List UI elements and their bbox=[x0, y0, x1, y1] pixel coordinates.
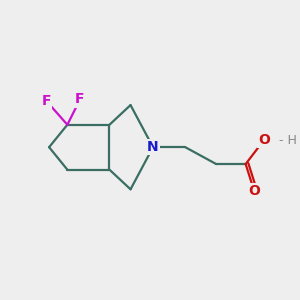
Text: O: O bbox=[258, 133, 270, 147]
Text: F: F bbox=[41, 94, 51, 108]
Text: - H: - H bbox=[279, 134, 297, 147]
Text: O: O bbox=[248, 184, 260, 198]
Text: F: F bbox=[75, 92, 85, 106]
Text: N: N bbox=[147, 140, 159, 154]
